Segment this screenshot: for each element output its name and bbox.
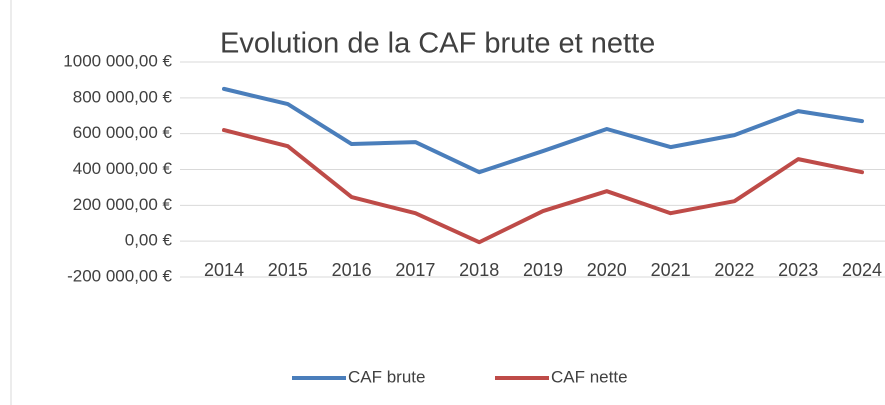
x-tick-label: 2022 — [714, 260, 754, 280]
x-tick-label: 2019 — [523, 260, 563, 280]
legend-label: CAF brute — [348, 367, 425, 386]
x-tick-label: 2016 — [332, 260, 372, 280]
x-tick-label: 2020 — [587, 260, 627, 280]
x-tick-label: 2023 — [778, 260, 818, 280]
y-tick-label: 800 000,00 € — [73, 87, 173, 106]
x-tick-label: 2017 — [395, 260, 435, 280]
series-line — [222, 86, 864, 175]
y-tick-label: 0,00 € — [125, 231, 173, 250]
x-tick-label: 2018 — [459, 260, 499, 280]
series-line — [222, 128, 864, 245]
y-tick-label: 200 000,00 € — [73, 195, 173, 214]
y-tick-label: 400 000,00 € — [73, 159, 173, 178]
y-tick-label: 1000 000,00 € — [63, 51, 172, 70]
x-tick-label: 2015 — [268, 260, 308, 280]
legend-label: CAF nette — [551, 367, 628, 386]
x-tick-label: 2024 — [842, 260, 882, 280]
x-tick-label: 2014 — [204, 260, 244, 280]
chart-title: Evolution de la CAF brute et nette — [220, 28, 655, 60]
x-tick-label: 2021 — [651, 260, 691, 280]
y-tick-label: 600 000,00 € — [73, 123, 173, 142]
y-tick-label: -200 000,00 € — [67, 266, 172, 285]
